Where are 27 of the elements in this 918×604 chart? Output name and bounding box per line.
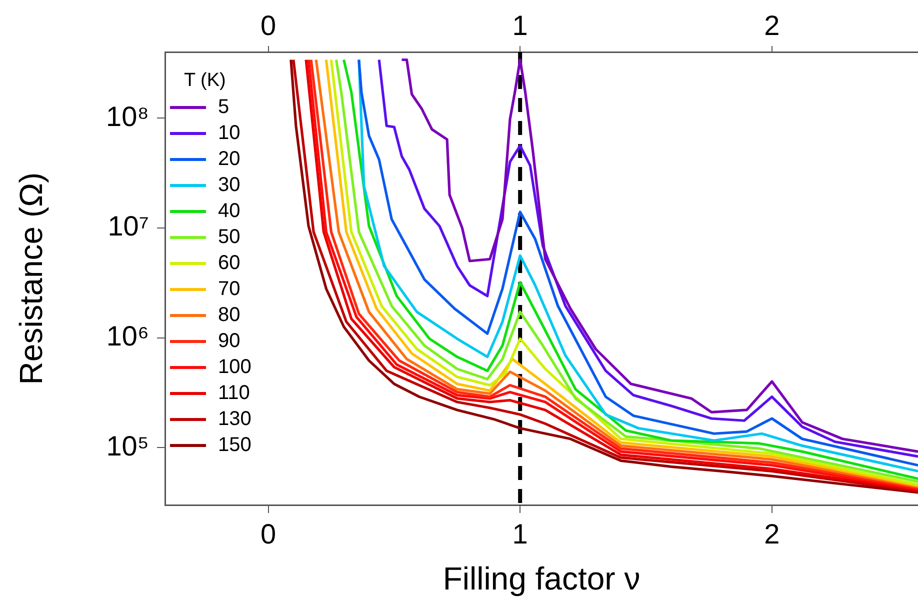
y-axis-title: Resistance (Ω) — [13, 172, 50, 385]
legend-label: 150 — [218, 434, 252, 456]
legend-label: 60 — [218, 252, 240, 274]
y-tick-label: 10⁷ — [108, 210, 149, 242]
legend-title: T (K) — [184, 70, 227, 92]
legend-label: 100 — [218, 356, 252, 378]
legend-label: 90 — [218, 330, 240, 352]
legend-label: 5 — [218, 96, 230, 118]
x-tick-label: 0 — [260, 10, 276, 41]
y-tick-label: 10⁶ — [106, 320, 149, 352]
y-tick-label: 10⁵ — [106, 430, 149, 462]
legend-label: 70 — [218, 278, 240, 300]
legend-label: 20 — [218, 148, 240, 170]
x2-tick-label: 1 — [512, 518, 528, 550]
legend-label: 110 — [218, 382, 250, 404]
y-tick-label: 10⁸ — [106, 100, 149, 132]
legend-label: 80 — [218, 304, 240, 326]
legend-label: 40 — [218, 200, 240, 222]
legend-label: 130 — [218, 408, 252, 430]
legend-label: 50 — [218, 226, 240, 248]
legend-label: 30 — [218, 174, 240, 196]
x-tick-label: 2 — [764, 10, 780, 41]
x2-tick-label: 2 — [764, 518, 780, 550]
x2-tick-label: 0 — [260, 518, 276, 550]
x-tick-label: 1 — [512, 10, 528, 41]
x-axis-title: Filling factor ν — [442, 560, 640, 597]
legend-label: 10 — [218, 122, 240, 144]
